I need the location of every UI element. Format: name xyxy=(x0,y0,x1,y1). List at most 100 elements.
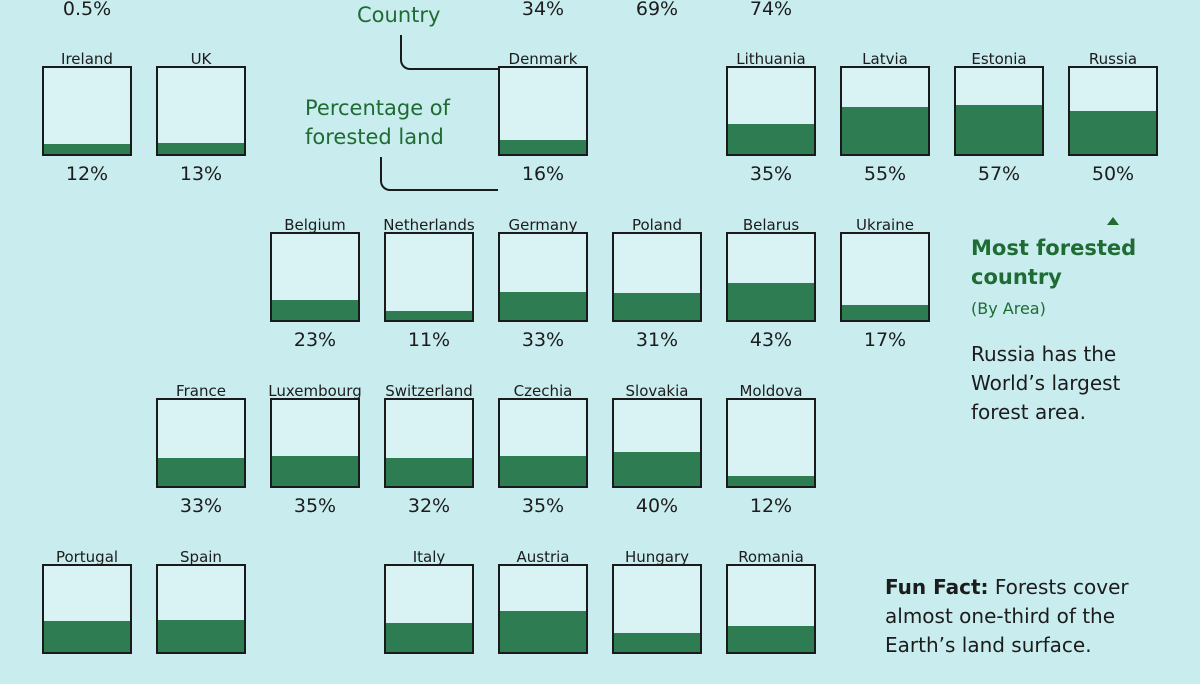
fun-fact-line-2: almost one-third of the xyxy=(885,604,1116,628)
forest-cover-box xyxy=(384,232,474,322)
forest-cover-fill xyxy=(500,610,586,652)
russia-note-3: forest area. xyxy=(971,400,1086,424)
forest-cover-box xyxy=(612,232,702,322)
percentage-label: 12% xyxy=(65,163,109,185)
percentage-label: 32% xyxy=(407,495,451,517)
percentage-label: 12% xyxy=(749,495,793,517)
forest-cover-fill xyxy=(614,633,700,652)
forest-cover-box xyxy=(498,66,588,156)
legend-percentage-label-1: Percentage of xyxy=(305,96,451,120)
fun-fact-heading: Fun Fact: xyxy=(885,575,989,599)
forest-cover-fill xyxy=(614,451,700,486)
fun-fact-text-1: Forests cover xyxy=(988,575,1129,599)
percentage-label: 33% xyxy=(179,495,223,517)
country-name: Ireland xyxy=(61,50,113,68)
forest-cover-box xyxy=(498,232,588,322)
percentage-label: 31% xyxy=(635,329,679,351)
percentage-label: 69% xyxy=(635,0,679,20)
forest-cover-box xyxy=(726,564,816,654)
percentage-label xyxy=(364,660,494,684)
forest-cover-box xyxy=(612,564,702,654)
percentage-label xyxy=(706,660,836,684)
forest-cover-fill xyxy=(158,620,244,652)
forest-cover-fill xyxy=(842,106,928,154)
percentage-label xyxy=(478,660,608,684)
forest-cover-box xyxy=(726,66,816,156)
legend-percentage-connector xyxy=(380,157,498,191)
forest-cover-box xyxy=(270,232,360,322)
percentage-label: 23% xyxy=(293,329,337,351)
forest-cover-fill xyxy=(728,475,814,486)
percentage-label: 34% xyxy=(521,0,565,20)
russia-note-2: World’s largest xyxy=(971,371,1121,395)
country-name: Denmark xyxy=(508,50,578,68)
forest-cover-fill xyxy=(386,310,472,320)
country-name: Romania xyxy=(738,548,804,566)
forest-cover-box xyxy=(498,564,588,654)
most-forested-title-1: Most forested xyxy=(971,236,1137,260)
forest-cover-box xyxy=(954,66,1044,156)
forest-cover-box xyxy=(156,564,246,654)
country-name: Spain xyxy=(180,548,222,566)
percentage-label: 57% xyxy=(977,163,1021,185)
percentage-label: 11% xyxy=(407,329,451,351)
country-name: Russia xyxy=(1088,50,1138,68)
forest-cover-box xyxy=(498,398,588,488)
forest-cover-fill xyxy=(728,626,814,652)
percentage-label: 13% xyxy=(179,163,223,185)
percentage-label xyxy=(22,660,152,684)
forest-cover-fill xyxy=(500,291,586,320)
percentage-label: 43% xyxy=(749,329,793,351)
percentage-label: 55% xyxy=(863,163,907,185)
forest-cover-fill xyxy=(272,455,358,486)
forest-cover-fill xyxy=(44,143,130,154)
forest-cover-fill xyxy=(158,142,244,154)
country-name: Italy xyxy=(412,548,446,566)
percentage-label: 35% xyxy=(521,495,565,517)
percentage-label xyxy=(592,660,722,684)
forest-cover-box xyxy=(384,398,474,488)
forest-cover-fill xyxy=(1070,111,1156,154)
percentage-label: 35% xyxy=(749,163,793,185)
percentage-label: 40% xyxy=(635,495,679,517)
country-name: Czechia xyxy=(513,382,573,400)
by-area-note: (By Area) xyxy=(971,299,1046,318)
forest-cover-box xyxy=(840,232,930,322)
forest-cover-fill xyxy=(44,621,130,652)
percentage-label xyxy=(136,660,266,684)
country-name: Poland xyxy=(631,216,683,234)
legend-percentage-label-2: forested land xyxy=(305,125,444,149)
forest-cover-box xyxy=(840,66,930,156)
country-name: Ukraine xyxy=(856,216,914,234)
forest-cover-box xyxy=(270,398,360,488)
country-name: Latvia xyxy=(862,50,908,68)
fun-fact-line-1: Fun Fact: Forests cover xyxy=(885,573,1129,602)
forest-cover-box xyxy=(42,66,132,156)
forest-cover-box xyxy=(726,232,816,322)
percentage-label: 33% xyxy=(521,329,565,351)
forest-cover-fill xyxy=(728,123,814,154)
percentage-label: 74% xyxy=(749,0,793,20)
country-name: Austria xyxy=(516,548,570,566)
forest-cover-fill xyxy=(272,300,358,320)
forest-cover-box xyxy=(156,66,246,156)
country-name: Estonia xyxy=(971,50,1027,68)
country-name: Switzerland xyxy=(385,382,473,400)
forest-cover-fill xyxy=(842,305,928,320)
country-name: France xyxy=(176,382,226,400)
legend-country-label: Country xyxy=(357,3,441,27)
percentage-label: 35% xyxy=(293,495,337,517)
country-name: Luxembourg xyxy=(268,382,362,400)
forest-cover-fill xyxy=(386,458,472,486)
country-name: Netherlands xyxy=(383,216,475,234)
most-forested-title-2: country xyxy=(971,265,1062,289)
forest-cover-box xyxy=(42,564,132,654)
country-name: Portugal xyxy=(55,548,119,566)
country-name: Belgium xyxy=(284,216,346,234)
forest-cover-fill xyxy=(158,457,244,486)
percentage-label: 0.5% xyxy=(62,0,112,20)
forest-cover-fill xyxy=(956,104,1042,154)
country-name: Germany xyxy=(508,216,578,234)
forest-cover-fill xyxy=(386,622,472,652)
